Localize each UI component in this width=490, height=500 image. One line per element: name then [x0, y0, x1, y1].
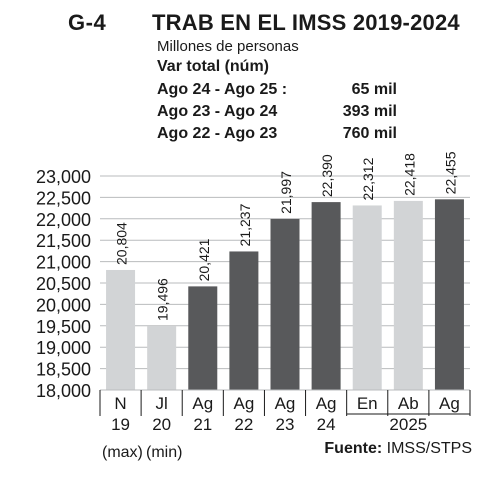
data-label: 22,455	[442, 151, 458, 194]
y-tick-label: 22,000	[36, 210, 91, 230]
bar	[311, 202, 341, 390]
unit-label: Millones de personas	[157, 38, 299, 55]
y-tick-label: 19,000	[36, 338, 91, 358]
x-tick-label: 24	[317, 415, 336, 434]
x-tick-label: Ag	[192, 394, 213, 413]
variation-period: Ago 24 - Ago 25 :	[157, 81, 288, 98]
x-tick-label: 22	[234, 415, 253, 434]
y-tick-label: 23,000	[36, 167, 91, 187]
x-tick-label: Ag	[316, 394, 337, 413]
y-tick-label: 18,000	[36, 381, 91, 401]
data-label: 20,421	[196, 238, 212, 281]
data-label: 22,312	[360, 157, 376, 200]
variation-value: 760 mil	[342, 125, 397, 142]
variation-period: Ago 23 - Ago 24	[157, 103, 278, 120]
max-note: (max)	[102, 444, 143, 461]
y-tick-label: 21,000	[36, 253, 91, 273]
variation-row: Ago 24 - Ago 25 : 65 mil	[157, 81, 397, 101]
source-note: Fuente: IMSS/STPS	[324, 440, 472, 458]
x-tick-label: Ab	[398, 394, 419, 413]
x-tick-label: 21	[193, 415, 212, 434]
x-tick-label: 19	[111, 415, 130, 434]
y-tick-label: 22,500	[36, 188, 91, 208]
x-tick-label: Ag	[439, 394, 460, 413]
data-label: 22,418	[401, 153, 417, 196]
data-label: 21,237	[237, 203, 253, 246]
data-label: 22,390	[319, 154, 335, 197]
data-label: 20,804	[114, 222, 130, 265]
x-tick-label: En	[357, 394, 378, 413]
variation-value: 65 mil	[351, 81, 397, 98]
y-tick-label: 20,500	[36, 274, 91, 294]
bar	[229, 251, 259, 390]
y-tick-label: 18,500	[36, 360, 91, 380]
source-label: Fuente:	[324, 440, 383, 457]
y-tick-label: 21,500	[36, 231, 91, 251]
bar	[352, 205, 382, 390]
data-label: 21,997	[278, 171, 294, 214]
bar	[147, 325, 177, 390]
variation-row: Ago 22 - Ago 23 760 mil	[157, 125, 397, 145]
bar	[270, 218, 300, 390]
source-text: IMSS/STPS	[386, 440, 472, 457]
bar	[434, 199, 464, 390]
x-tick-label: N	[114, 394, 126, 413]
variation-title: Var total (núm)	[157, 58, 270, 75]
data-label: 19,496	[155, 278, 171, 321]
min-note: (min)	[146, 444, 182, 461]
x-tick-label: Jl	[156, 394, 168, 413]
group-label: 2025	[389, 415, 427, 434]
variation-row: Ago 23 - Ago 24 393 mil	[157, 103, 397, 123]
x-tick-label: 20	[152, 415, 171, 434]
bar	[106, 269, 136, 390]
x-tick-label: Ag	[275, 394, 296, 413]
bar	[393, 200, 423, 390]
y-tick-label: 19,500	[36, 317, 91, 337]
x-tick-label: 23	[276, 415, 295, 434]
y-tick-label: 20,000	[36, 295, 91, 315]
variation-period: Ago 22 - Ago 23	[157, 125, 278, 142]
x-tick-label: Ag	[233, 394, 254, 413]
figure-id: G-4	[68, 10, 107, 35]
variation-value: 393 mil	[342, 103, 397, 120]
bar	[188, 286, 218, 390]
chart-title: TRAB EN EL IMSS 2019-2024	[152, 10, 460, 35]
